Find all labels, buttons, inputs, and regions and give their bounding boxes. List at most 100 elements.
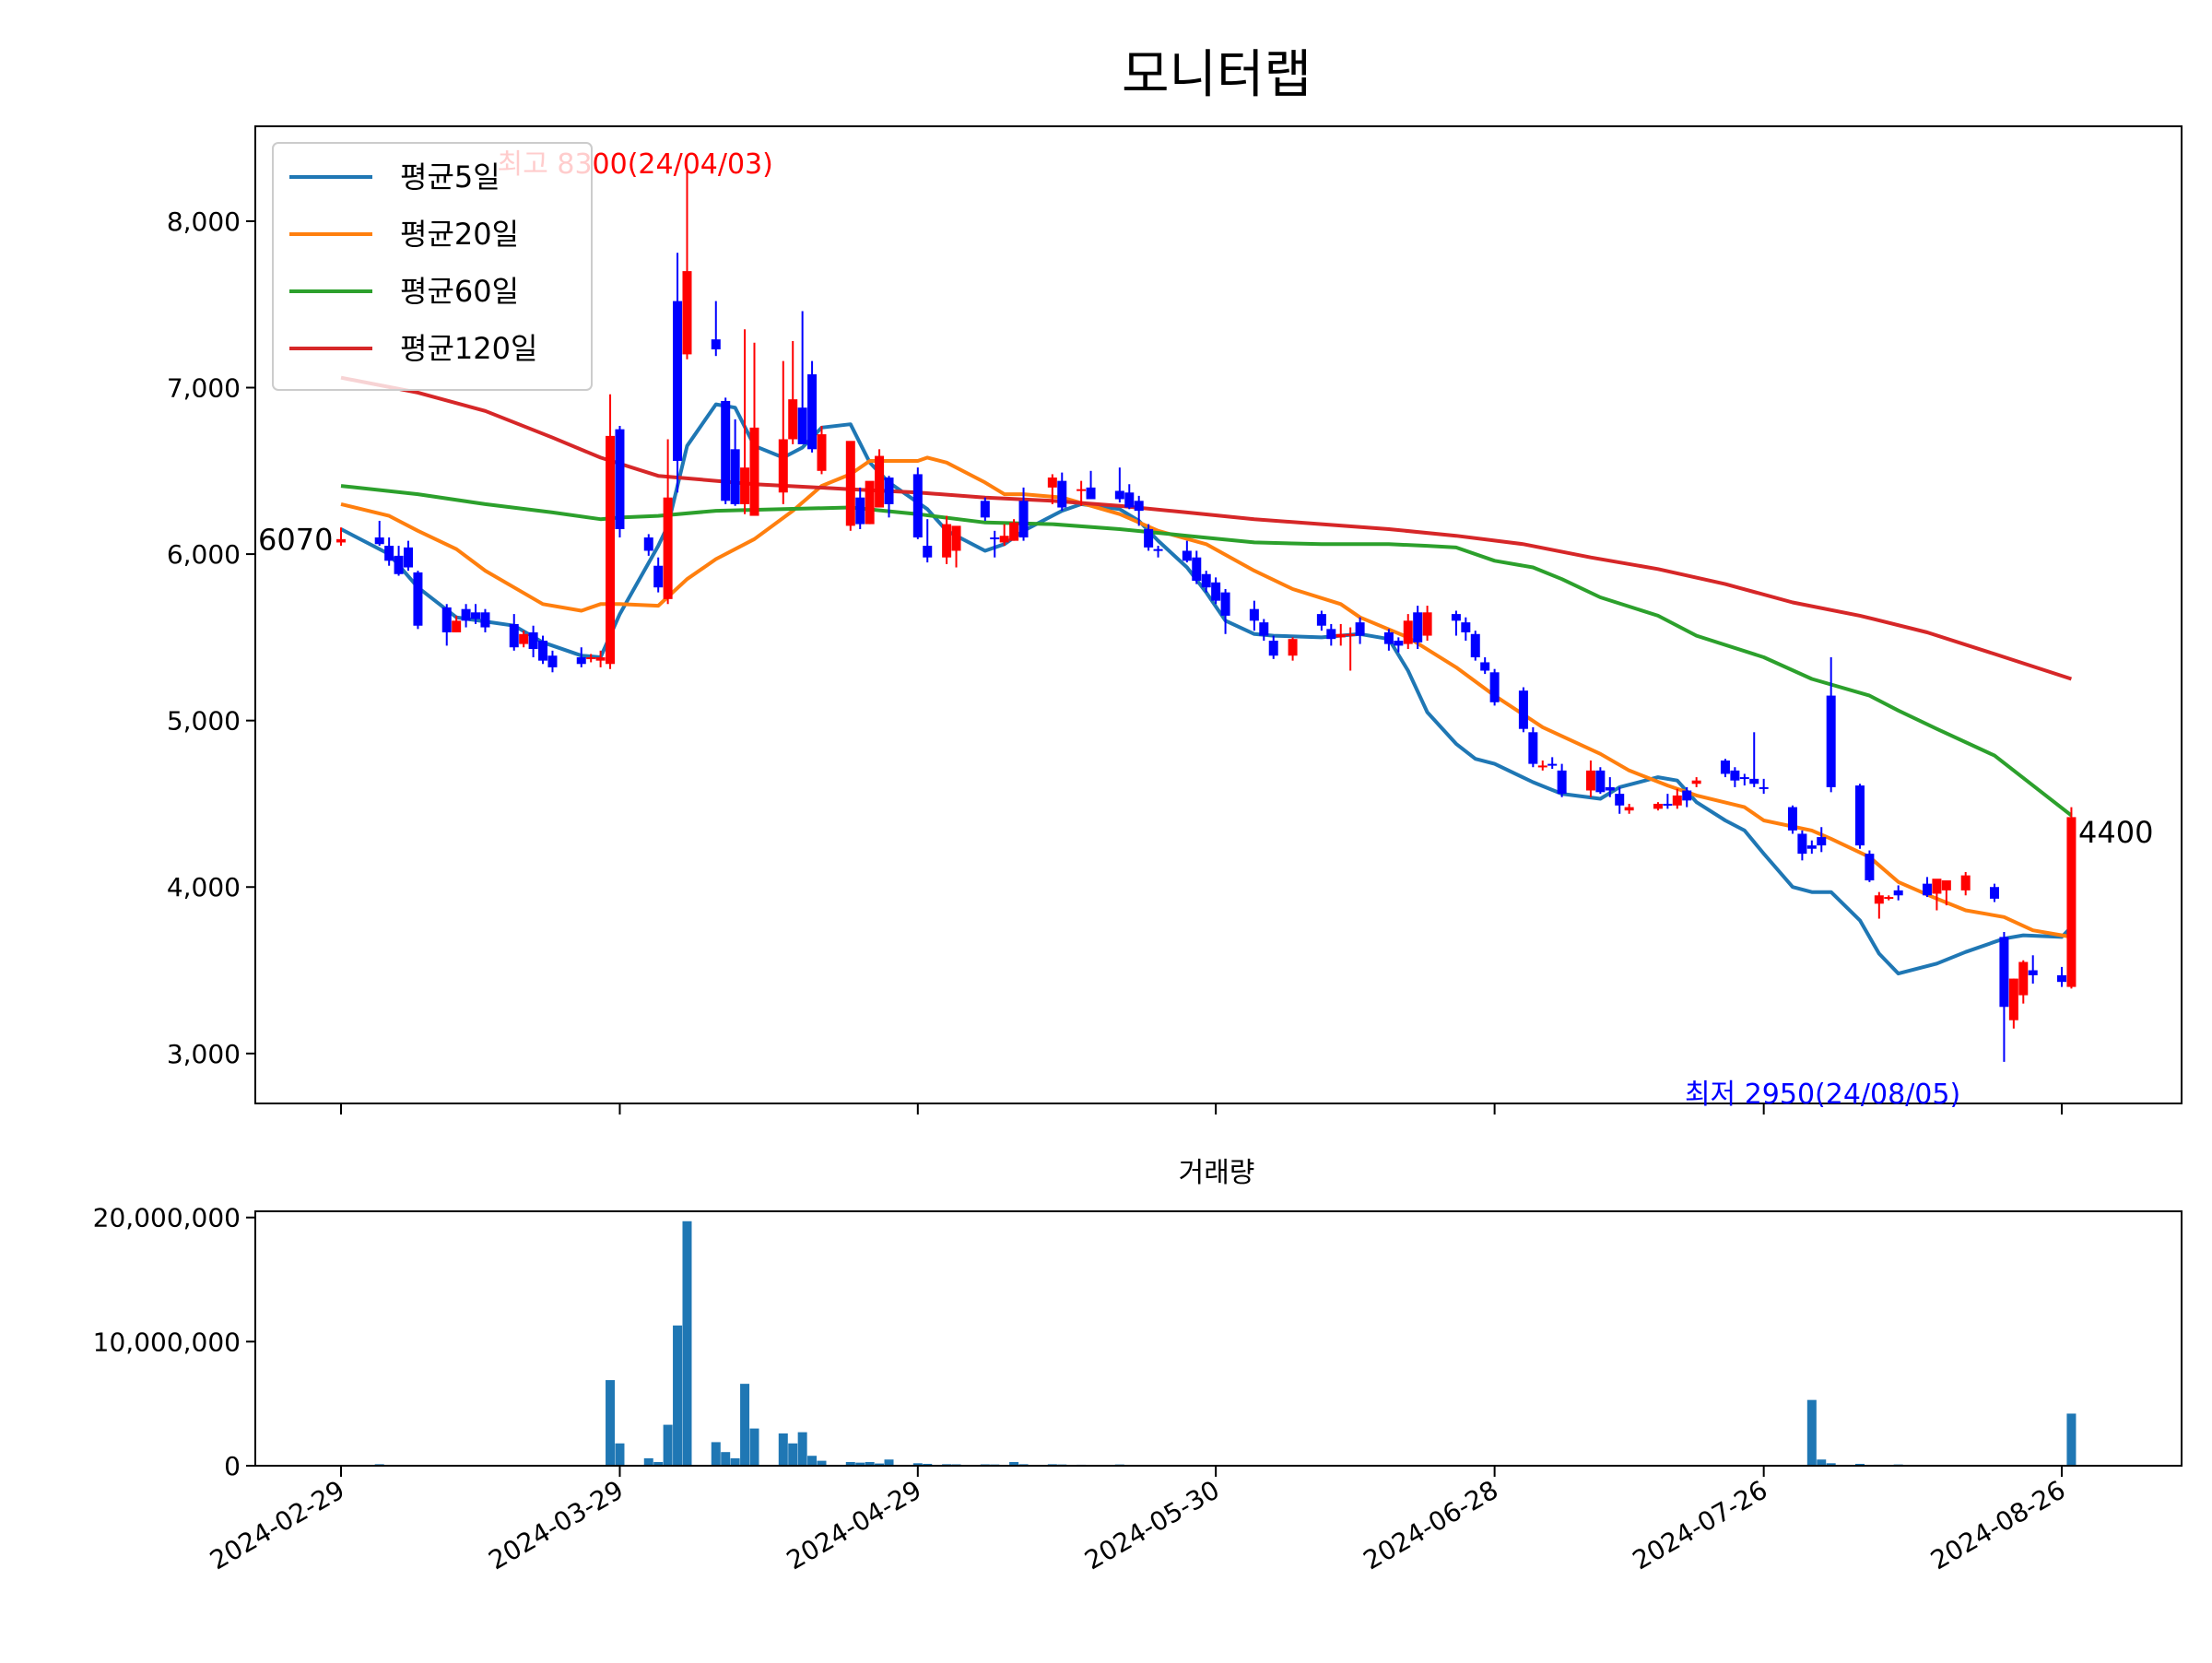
candle-body: [394, 555, 404, 574]
volume-bar: [749, 1428, 759, 1466]
candle-body: [865, 480, 875, 525]
candle-body: [730, 449, 740, 504]
candle: [749, 342, 759, 516]
volume-bar: [653, 1461, 664, 1466]
candle: [788, 340, 798, 444]
candle: [1259, 619, 1269, 641]
candle: [1854, 784, 1865, 849]
candle: [519, 631, 529, 648]
candle: [1663, 794, 1673, 809]
candle-body: [1518, 690, 1528, 729]
volume-bar: [875, 1463, 885, 1466]
candle-body: [1922, 883, 1932, 896]
candle: [2018, 960, 2029, 1004]
candle: [1797, 830, 1807, 861]
candle: [538, 635, 548, 665]
volume-plot-frame: [254, 1210, 2183, 1467]
candle: [1730, 767, 1740, 787]
volume-bar: [778, 1433, 788, 1466]
candle-body: [1932, 879, 1942, 894]
legend-entry: 평균20일: [289, 217, 519, 252]
candle-body: [1547, 763, 1558, 766]
candle: [1316, 610, 1326, 631]
candle: [1720, 759, 1730, 778]
volume-y-axis: 0 10,000,000 20,000,000: [93, 1203, 255, 1481]
candle: [1989, 883, 1999, 902]
price-y-tick-label: 3,000: [167, 1039, 241, 1069]
candle-body: [1595, 770, 1606, 793]
volume-x-tick-label: 2024-04-29: [782, 1474, 926, 1575]
candle-body: [980, 501, 990, 518]
candle: [1134, 495, 1144, 526]
candle: [682, 171, 692, 360]
candle-body: [1605, 786, 1615, 791]
volume-chart-title: 거래량: [1179, 1157, 1255, 1189]
candle-body: [1335, 633, 1346, 638]
candle-body: [855, 497, 865, 525]
candle-body: [1749, 778, 1759, 784]
candle: [865, 480, 875, 525]
candle: [1806, 840, 1817, 855]
candle: [480, 608, 490, 632]
candle-body: [1086, 487, 1096, 500]
candle: [730, 419, 740, 506]
candle: [875, 449, 885, 508]
candle-body: [1153, 548, 1163, 551]
candle-body: [2066, 817, 2077, 987]
candle-body: [653, 565, 664, 588]
volume-bar: [740, 1384, 750, 1466]
candle: [1624, 803, 1634, 814]
candle-body: [1182, 550, 1192, 561]
candle: [615, 426, 625, 538]
moving-average-lines: [340, 375, 2073, 976]
candle-body: [1624, 807, 1634, 811]
volume-bar: [923, 1463, 933, 1466]
candle: [1124, 484, 1135, 510]
candle-body: [1787, 807, 1797, 831]
candle: [1537, 761, 1547, 771]
candle: [1893, 885, 1903, 901]
candle: [441, 604, 452, 646]
candle: [1383, 629, 1394, 651]
candle-body: [912, 474, 923, 538]
price-y-axis: 3,000 4,000 5,000 6,000 7,000 8,000: [167, 206, 255, 1069]
candle: [2008, 978, 2018, 1029]
candle-body: [1451, 614, 1461, 621]
candle-body: [884, 478, 894, 504]
legend-entry: 평균5일: [289, 159, 500, 195]
candle: [452, 615, 462, 632]
candle: [509, 614, 519, 651]
candle: [2057, 966, 2066, 987]
candle: [461, 604, 471, 628]
candle: [1268, 635, 1278, 659]
volume-bar: [721, 1452, 731, 1466]
candle-body: [1989, 887, 1999, 899]
candle-body: [528, 631, 538, 650]
candle: [1682, 786, 1692, 808]
candle: [1960, 871, 1971, 896]
candle-body: [576, 657, 586, 665]
candle-body: [1018, 501, 1029, 538]
candle-body: [1346, 633, 1356, 636]
candle-body: [797, 407, 807, 444]
candle: [845, 441, 855, 531]
candle-body: [1413, 612, 1423, 643]
candle: [384, 537, 394, 566]
legend-label: 평균120일: [400, 331, 537, 366]
candle-body: [942, 524, 952, 558]
candle-body: [643, 537, 653, 551]
candle-body: [586, 657, 596, 660]
volume-bar: [1009, 1461, 1019, 1466]
candlesticks: [336, 171, 2077, 1062]
candle-body: [1537, 765, 1547, 768]
candle: [1114, 467, 1124, 503]
volume-bar: [912, 1463, 923, 1466]
candle-body: [1854, 785, 1865, 846]
candle-body: [615, 429, 625, 530]
candle: [1759, 778, 1769, 795]
candle: [1249, 600, 1259, 631]
candle: [471, 604, 481, 624]
ma-line-ma60: [340, 484, 2073, 818]
candle-body: [778, 439, 788, 493]
